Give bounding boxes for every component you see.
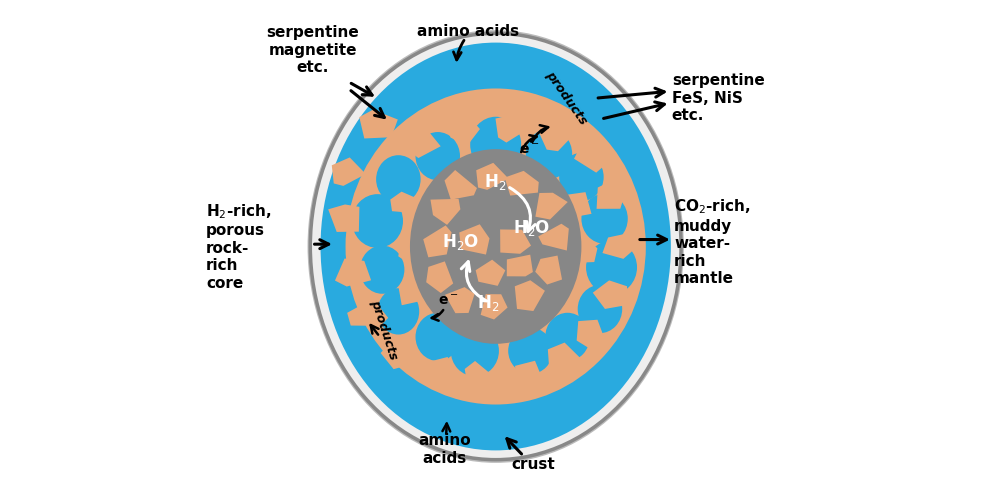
Text: serpentine
magnetite
etc.: serpentine magnetite etc. [266, 25, 359, 75]
Text: e$^-$: e$^-$ [438, 294, 459, 308]
Ellipse shape [470, 117, 521, 173]
Polygon shape [577, 320, 607, 351]
Polygon shape [465, 361, 494, 390]
Polygon shape [593, 281, 627, 309]
Ellipse shape [586, 241, 637, 294]
Ellipse shape [376, 155, 420, 204]
Polygon shape [348, 299, 388, 326]
Polygon shape [398, 234, 429, 265]
Polygon shape [538, 117, 573, 151]
Polygon shape [515, 280, 545, 311]
Text: products: products [368, 298, 399, 362]
Polygon shape [445, 112, 480, 145]
Ellipse shape [415, 313, 460, 361]
Polygon shape [500, 229, 531, 254]
Ellipse shape [559, 153, 604, 201]
Polygon shape [329, 205, 360, 232]
Ellipse shape [360, 246, 404, 294]
Text: products: products [544, 69, 590, 128]
Text: amino acids: amino acids [416, 24, 519, 38]
Polygon shape [538, 224, 569, 250]
Polygon shape [426, 261, 453, 293]
Polygon shape [603, 234, 636, 259]
Polygon shape [536, 193, 568, 219]
Polygon shape [405, 131, 440, 158]
Text: H$_2$: H$_2$ [484, 172, 506, 192]
Ellipse shape [311, 34, 681, 459]
Polygon shape [420, 357, 451, 388]
Text: H$_2$: H$_2$ [477, 293, 499, 313]
Text: H$_2$-rich,
porous
rock-
rich
core: H$_2$-rich, porous rock- rich core [206, 202, 271, 291]
Polygon shape [564, 192, 592, 217]
Text: serpentine
FeS, NiS
etc.: serpentine FeS, NiS etc. [671, 73, 765, 123]
Polygon shape [535, 255, 562, 284]
Polygon shape [548, 343, 582, 373]
Ellipse shape [578, 285, 622, 333]
Polygon shape [459, 224, 489, 254]
Text: H$_2$O: H$_2$O [513, 218, 550, 238]
Polygon shape [515, 361, 543, 387]
Polygon shape [481, 294, 508, 319]
Polygon shape [390, 192, 422, 213]
Polygon shape [360, 110, 397, 139]
Polygon shape [476, 163, 509, 190]
Ellipse shape [545, 313, 590, 361]
Text: H$_2$O: H$_2$O [442, 232, 480, 252]
Text: e$^-$: e$^-$ [519, 142, 539, 156]
Ellipse shape [582, 194, 627, 244]
Polygon shape [476, 260, 505, 286]
Ellipse shape [526, 129, 572, 179]
Polygon shape [423, 225, 451, 257]
Ellipse shape [508, 328, 553, 374]
Polygon shape [597, 181, 624, 209]
Ellipse shape [352, 194, 403, 248]
Text: CO$_2$-rich,
muddy
water-
rich
mantle: CO$_2$-rich, muddy water- rich mantle [674, 198, 751, 286]
Polygon shape [444, 170, 477, 200]
Ellipse shape [321, 42, 671, 451]
Polygon shape [572, 235, 598, 263]
Polygon shape [507, 254, 533, 277]
Polygon shape [445, 287, 475, 313]
Ellipse shape [410, 149, 582, 344]
Polygon shape [574, 143, 611, 173]
Ellipse shape [415, 132, 460, 180]
Polygon shape [430, 199, 460, 225]
Polygon shape [380, 339, 411, 369]
Text: amino
acids: amino acids [418, 433, 471, 466]
Polygon shape [495, 114, 526, 142]
Text: crust: crust [511, 457, 555, 472]
Polygon shape [398, 279, 425, 305]
Polygon shape [505, 171, 539, 196]
Ellipse shape [377, 288, 419, 335]
Polygon shape [332, 157, 366, 186]
Ellipse shape [308, 30, 684, 463]
Ellipse shape [451, 325, 499, 376]
Ellipse shape [346, 88, 645, 405]
Polygon shape [335, 258, 372, 286]
